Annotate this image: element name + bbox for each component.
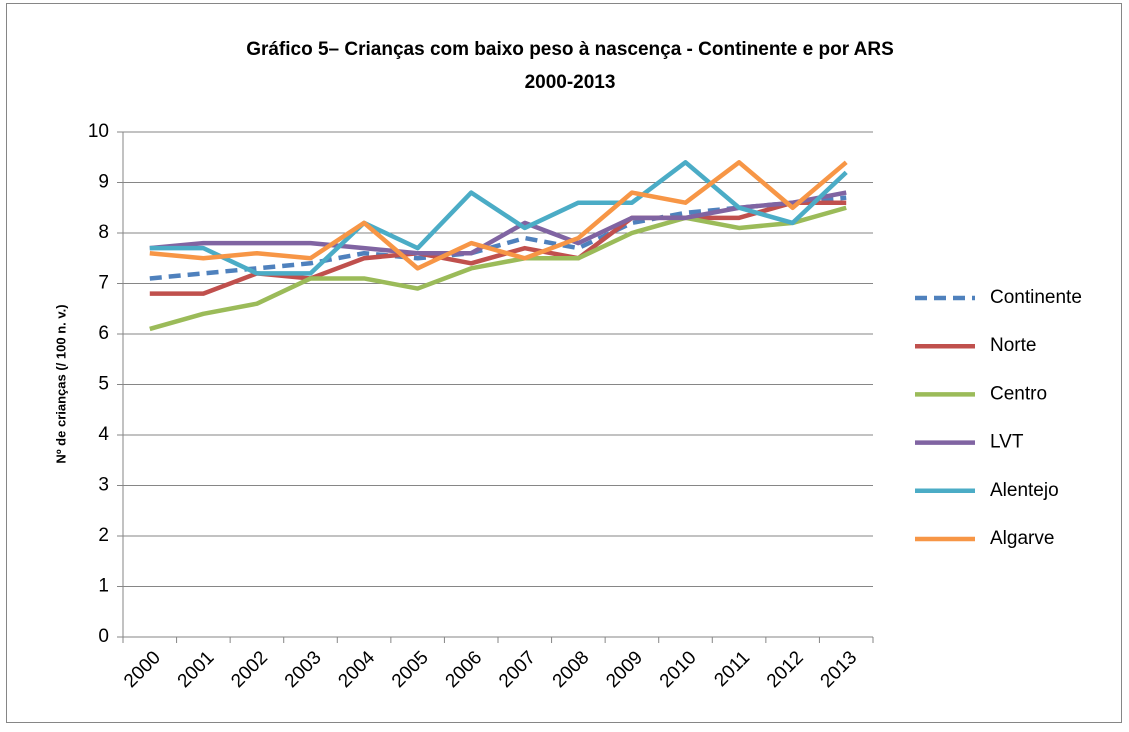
legend-label: Continente bbox=[990, 287, 1082, 308]
y-tick-label: 9 bbox=[98, 172, 109, 193]
y-axis-label: Nº de crianças (/ 100 n. v.) bbox=[53, 304, 68, 463]
series-line bbox=[149, 205, 847, 332]
y-tick-label: 10 bbox=[88, 121, 109, 142]
legend-label: Norte bbox=[990, 335, 1036, 356]
y-tick-label: 0 bbox=[98, 626, 109, 647]
chart-title: 2000-2013 bbox=[525, 72, 616, 93]
legend-label: Centro bbox=[990, 383, 1047, 404]
legend-label: Alentejo bbox=[990, 480, 1059, 501]
legend-label: LVT bbox=[990, 432, 1024, 453]
y-tick-label: 1 bbox=[98, 576, 109, 597]
y-tick-label: 5 bbox=[98, 374, 109, 395]
y-tick-label: 8 bbox=[98, 222, 109, 243]
series-line bbox=[149, 160, 848, 276]
y-tick-label: 7 bbox=[98, 273, 109, 294]
chart-border bbox=[6, 3, 1122, 723]
y-tick-label: 2 bbox=[98, 525, 109, 546]
y-tick-label: 4 bbox=[98, 424, 109, 445]
y-tick-label: 3 bbox=[98, 475, 109, 496]
legend-label: Algarve bbox=[990, 528, 1054, 549]
series-line bbox=[149, 160, 848, 271]
series-line bbox=[149, 190, 847, 256]
chart-title: Gráfico 5– Crianças com baixo peso à nas… bbox=[246, 39, 894, 60]
y-tick-label: 6 bbox=[98, 323, 109, 344]
